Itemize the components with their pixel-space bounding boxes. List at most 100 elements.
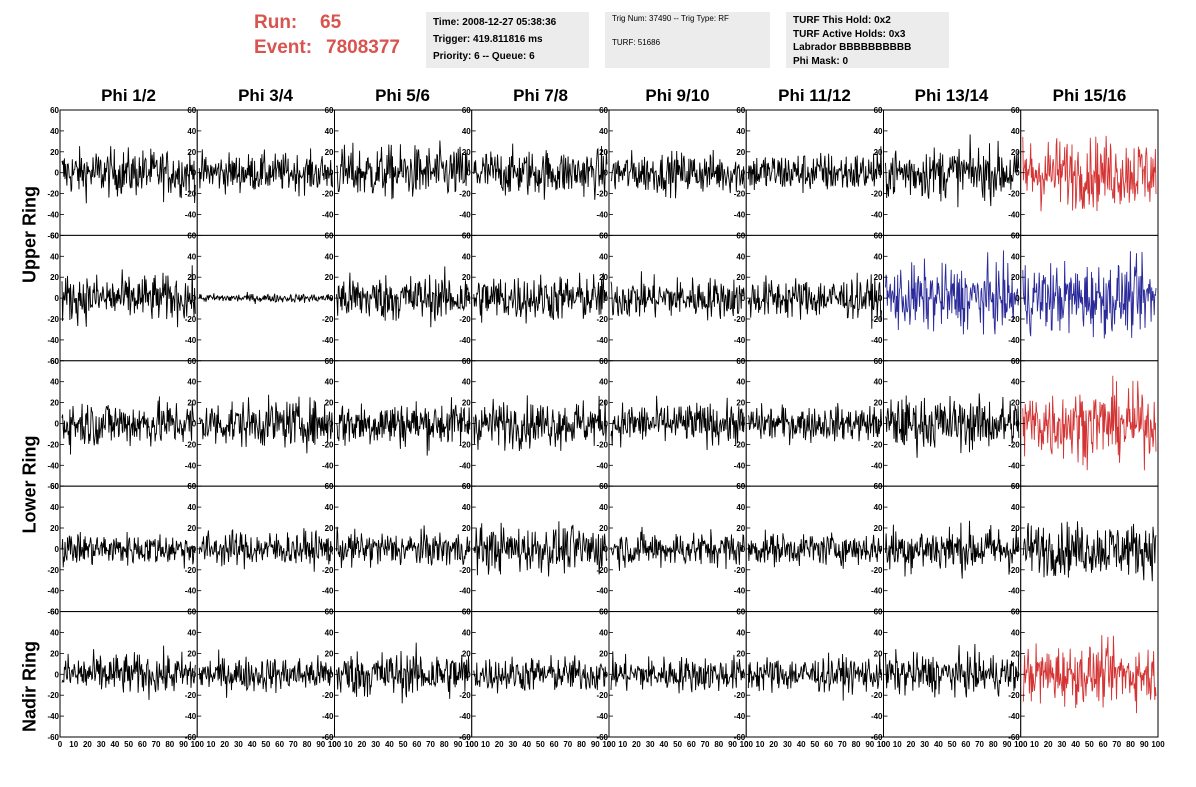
- waveform-trace: [610, 526, 745, 571]
- x-tick-label: 10: [756, 740, 765, 749]
- y-tick-label: -40: [1008, 336, 1020, 345]
- y-tick-label: 20: [874, 524, 883, 533]
- y-tick-label: 20: [874, 649, 883, 658]
- waveform-trace: [747, 652, 882, 701]
- y-tick-label: 40: [874, 378, 883, 387]
- y-tick-label: -40: [871, 587, 883, 596]
- event-value: 7808377: [326, 37, 400, 58]
- y-tick-label: 20: [325, 273, 334, 282]
- y-tick-label: 40: [599, 629, 608, 638]
- phi-label-8: Phi 15/16: [1052, 86, 1127, 105]
- x-tick-label: 80: [165, 740, 174, 749]
- y-tick-label: 60: [325, 482, 334, 491]
- waveform-trace: [610, 651, 745, 694]
- y-tick-label: -40: [734, 461, 746, 470]
- y-tick-label: -40: [459, 461, 471, 470]
- y-tick-label: 40: [874, 127, 883, 136]
- y-tick-label: 60: [1011, 106, 1020, 115]
- y-tick-label: 40: [599, 378, 608, 387]
- y-tick-label: 20: [50, 399, 59, 408]
- y-tick-label: -60: [47, 608, 59, 617]
- y-tick-label: 40: [599, 503, 608, 512]
- x-tick-label: 40: [797, 740, 806, 749]
- x-tick-label: 0: [470, 740, 475, 749]
- panel-frame: [1020, 360, 1159, 487]
- y-tick-label: -20: [322, 440, 334, 449]
- panel-r2-c1: -60 -40 -20 0 20 40 60: [47, 231, 198, 366]
- y-tick-label: -40: [734, 712, 746, 721]
- y-tick-label: 0: [604, 670, 609, 679]
- y-tick-label: -40: [734, 336, 746, 345]
- y-tick-label: -20: [322, 691, 334, 700]
- y-tick-label: 40: [462, 252, 471, 261]
- y-tick-label: 20: [1011, 148, 1020, 157]
- x-tick-label: 20: [83, 740, 92, 749]
- waveform-trace: [198, 291, 333, 305]
- y-tick-label: 40: [736, 629, 745, 638]
- y-tick-label: 0: [466, 545, 471, 554]
- y-tick-label: -40: [1008, 461, 1020, 470]
- y-tick-label: 60: [462, 231, 471, 240]
- x-tick-label: 90: [454, 740, 463, 749]
- x-tick-label: 0: [881, 740, 886, 749]
- y-tick-label: -20: [47, 440, 59, 449]
- x-tick-label: 90: [1003, 740, 1012, 749]
- x-tick-label: 100: [877, 740, 891, 749]
- y-tick-label: -60: [47, 231, 59, 240]
- y-tick-label: 0: [741, 169, 746, 178]
- y-tick-label: 20: [599, 649, 608, 658]
- waveform-trace: [61, 146, 196, 204]
- y-tick-label: 60: [325, 231, 334, 240]
- y-tick-label: -60: [459, 733, 471, 742]
- panel-frame: [196, 109, 335, 236]
- x-tick-label: 60: [412, 740, 421, 749]
- x-tick-label: 10: [344, 740, 353, 749]
- x-tick-label: 40: [110, 740, 119, 749]
- y-tick-label: -20: [1008, 315, 1020, 324]
- y-tick-label: 40: [50, 503, 59, 512]
- y-tick-label: -20: [185, 440, 197, 449]
- waveform-trace: [61, 531, 196, 569]
- y-tick-label: -20: [596, 440, 608, 449]
- y-tick-label: 40: [462, 503, 471, 512]
- waveform-trace: [198, 394, 333, 454]
- y-tick-label: 40: [1011, 252, 1020, 261]
- phi-label-2: Phi 3/4: [238, 86, 293, 105]
- panel-r5-c1: -60 -40 -20 0 20 40 60 0 10 20 30 40 50 60 70 80 90 100: [47, 608, 204, 749]
- y-tick-label: 20: [736, 399, 745, 408]
- x-tick-label: 100: [328, 740, 342, 749]
- x-tick-label: 20: [495, 740, 504, 749]
- y-tick-label: 20: [1011, 399, 1020, 408]
- x-tick-label: 70: [701, 740, 710, 749]
- y-tick-label: 60: [462, 357, 471, 366]
- y-tick-label: 40: [599, 127, 608, 136]
- y-tick-label: 40: [50, 127, 59, 136]
- y-tick-label: -40: [47, 461, 59, 470]
- y-tick-label: -40: [47, 712, 59, 721]
- x-tick-label: 20: [1044, 740, 1053, 749]
- y-tick-label: -20: [1008, 190, 1020, 199]
- waveform-trace: [885, 520, 1020, 579]
- waveform-trace: [61, 396, 196, 455]
- y-tick-label: 0: [55, 420, 60, 429]
- y-tick-label: 0: [329, 545, 334, 554]
- x-tick-label: 100: [740, 740, 754, 749]
- y-tick-label: 60: [50, 106, 59, 115]
- y-tick-label: 20: [50, 649, 59, 658]
- y-tick-label: -40: [871, 712, 883, 721]
- phi-label-7: Phi 13/14: [914, 86, 989, 105]
- waveform-trace: [610, 395, 745, 451]
- y-tick-label: -40: [1008, 587, 1020, 596]
- y-tick-label: 40: [462, 629, 471, 638]
- y-tick-label: 0: [466, 670, 471, 679]
